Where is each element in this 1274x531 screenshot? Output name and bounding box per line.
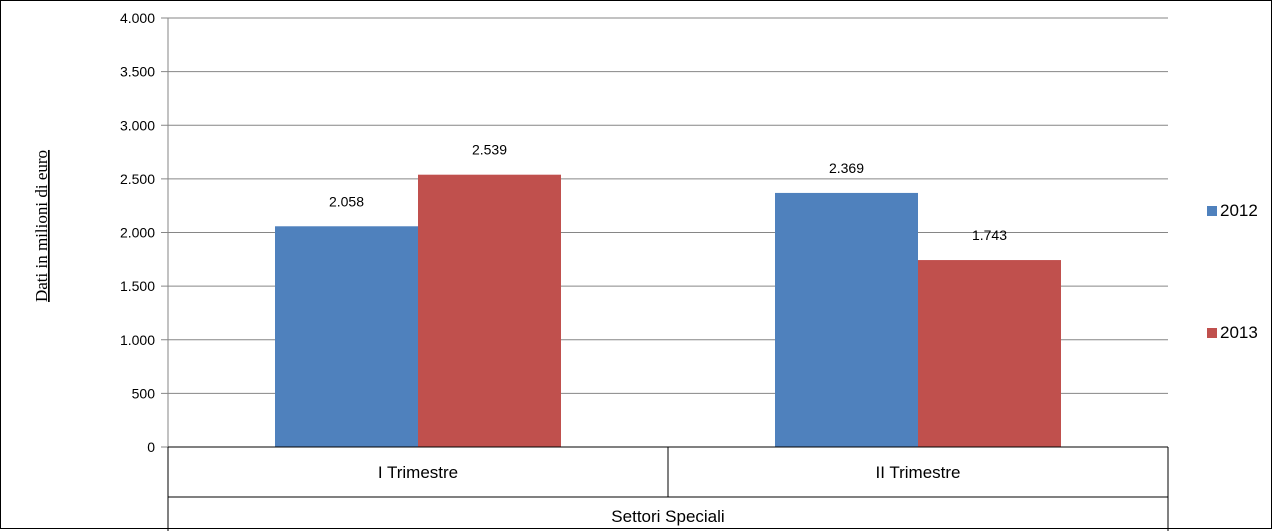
legend-label: 2012 [1220,201,1258,220]
y-tick-label: 2.000 [120,225,155,241]
y-tick-label: 0 [147,439,155,455]
bar [418,174,561,447]
y-tick-label: 2.500 [120,171,155,187]
data-labels: 2.058 2.539 2.369 1.743 [329,142,1007,243]
legend-label: 2013 [1220,323,1258,342]
bar [918,260,1061,447]
y-tick-label: 3.000 [120,117,155,133]
category-axis-box [167,446,1169,531]
y-tick-label: 1.000 [120,332,155,348]
y-tick-labels: 0 500 1.000 1.500 2.000 2.500 3.000 3.500 4.000 [120,10,155,455]
legend-swatch [1207,328,1217,338]
data-label: 2.058 [329,193,364,209]
bar [775,192,918,447]
bars [275,174,1061,447]
category-labels: I Trimestre II Trimestre [378,463,961,482]
data-label: 1.743 [972,227,1007,243]
category-label: II Trimestre [875,463,960,482]
legend: 2012 2013 [1207,201,1258,342]
data-label: 2.539 [472,142,507,158]
x-group-label: Settori Speciali [611,507,724,526]
legend-swatch [1207,206,1217,216]
y-tick-label: 4.000 [120,10,155,26]
y-tick-label: 500 [132,385,156,401]
y-tick-label: 1.500 [120,278,155,294]
category-label: I Trimestre [378,463,458,482]
data-label: 2.369 [829,160,864,176]
y-tick-label: 3.500 [120,64,155,80]
bar [275,226,418,447]
y-axis-label: Dati in milioni di euro [32,150,51,302]
